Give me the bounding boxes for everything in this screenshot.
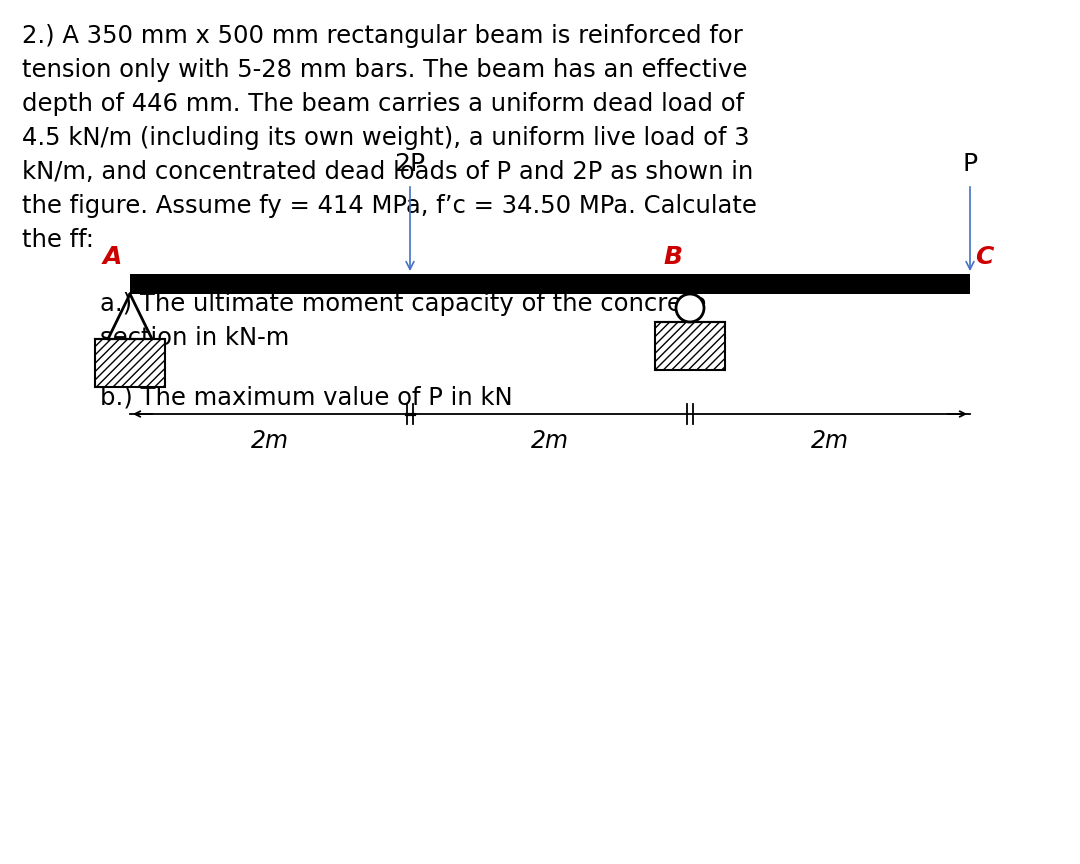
Text: C: C [975,245,994,269]
Text: 2P: 2P [394,152,426,176]
Text: tension only with 5-28 mm bars. The beam has an effective: tension only with 5-28 mm bars. The beam… [22,58,747,82]
Bar [654,322,725,370]
Text: the ff:: the ff: [22,228,94,252]
Bar [95,339,165,387]
Text: P: P [962,152,977,176]
Text: 2m: 2m [251,429,289,453]
Text: section in kN-m: section in kN-m [100,326,289,350]
Text: 2.) A 350 mm x 500 mm rectangular beam is reinforced for: 2.) A 350 mm x 500 mm rectangular beam i… [22,24,743,48]
Text: 2m: 2m [811,429,849,453]
Text: 4.5 kN/m (including its own weight), a uniform live load of 3: 4.5 kN/m (including its own weight), a u… [22,126,750,150]
Text: A: A [103,245,122,269]
Bar [130,274,970,294]
Text: kN/m, and concentrated dead loads of P and 2P as shown in: kN/m, and concentrated dead loads of P a… [22,160,753,184]
Circle shape [676,294,704,322]
Text: the figure. Assume fy = 414 MPa, f’c = 34.50 MPa. Calculate: the figure. Assume fy = 414 MPa, f’c = 3… [22,194,757,218]
Text: b.) The maximum value of P in kN: b.) The maximum value of P in kN [100,385,513,409]
Text: a.) The ultimate moment capacity of the concrete: a.) The ultimate moment capacity of the … [100,292,706,316]
Text: 2m: 2m [531,429,569,453]
Text: depth of 446 mm. The beam carries a uniform dead load of: depth of 446 mm. The beam carries a unif… [22,92,744,116]
Text: B: B [663,245,681,269]
